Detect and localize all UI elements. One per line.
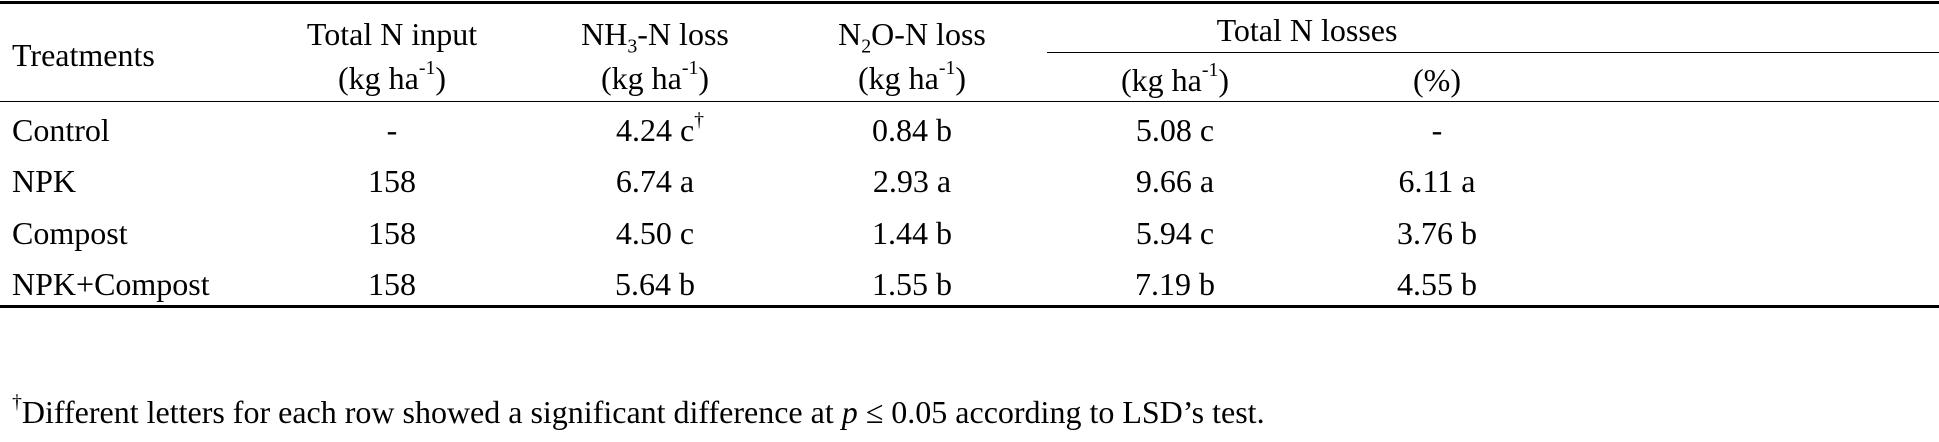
header-treatments: Treatments [12,37,155,73]
cell-treatment: NPK+Compost [12,266,210,302]
cell-nh3: 6.74 a [615,163,695,199]
cell-total: 9.66 a [1135,163,1215,199]
header-total-n-input-unit: (kg ha-1) [337,57,447,96]
header-nh3-loss-unit: (kg ha-1) [600,57,710,96]
cell-total: 5.08 c [1135,112,1215,148]
cell-input: 158 [368,266,416,302]
header-bottom-rule [0,101,1939,102]
cell-n2o: 1.55 b [872,266,952,302]
cell-pct: - [1431,112,1443,148]
cell-nh3: 4.24 c† [615,109,705,148]
cell-treatment: NPK [12,163,77,199]
cell-input: - [386,112,398,148]
cell-input: 158 [368,215,416,251]
cell-n2o: 1.44 b [872,215,952,251]
cell-n2o: 0.84 b [872,112,952,148]
cell-nh3: 4.50 c [615,215,695,251]
header-n2o-loss-unit: (kg ha-1) [857,57,967,96]
cell-pct: 6.11 a [1398,163,1476,199]
cell-nh3: 5.64 b [615,266,695,302]
header-n2o-loss: N2O-N loss [838,16,986,58]
header-nh3-loss: NH3-N loss [581,16,729,58]
cell-pct: 4.55 b [1397,266,1477,302]
table-footnote: †Different letters for each row showed a… [12,391,1265,430]
dagger-mark: † [12,391,22,414]
cell-total: 5.94 c [1135,215,1215,251]
cell-treatment: Compost [12,215,128,251]
cell-total: 7.19 b [1135,266,1215,302]
bottom-rule [0,305,1939,308]
header-total-n-losses: Total N losses [1216,12,1398,48]
cell-treatment: Control [12,112,110,148]
header-percent: (%) [1413,62,1461,98]
cell-n2o: 2.93 a [872,163,952,199]
top-rule [0,1,1939,4]
cell-input: 158 [368,163,416,199]
header-total-n-losses-unit: (kg ha-1) [1120,59,1230,98]
total-n-losses-rule [1047,52,1939,53]
cell-pct: 3.76 b [1397,215,1477,251]
header-total-n-input: Total N input [306,16,478,52]
